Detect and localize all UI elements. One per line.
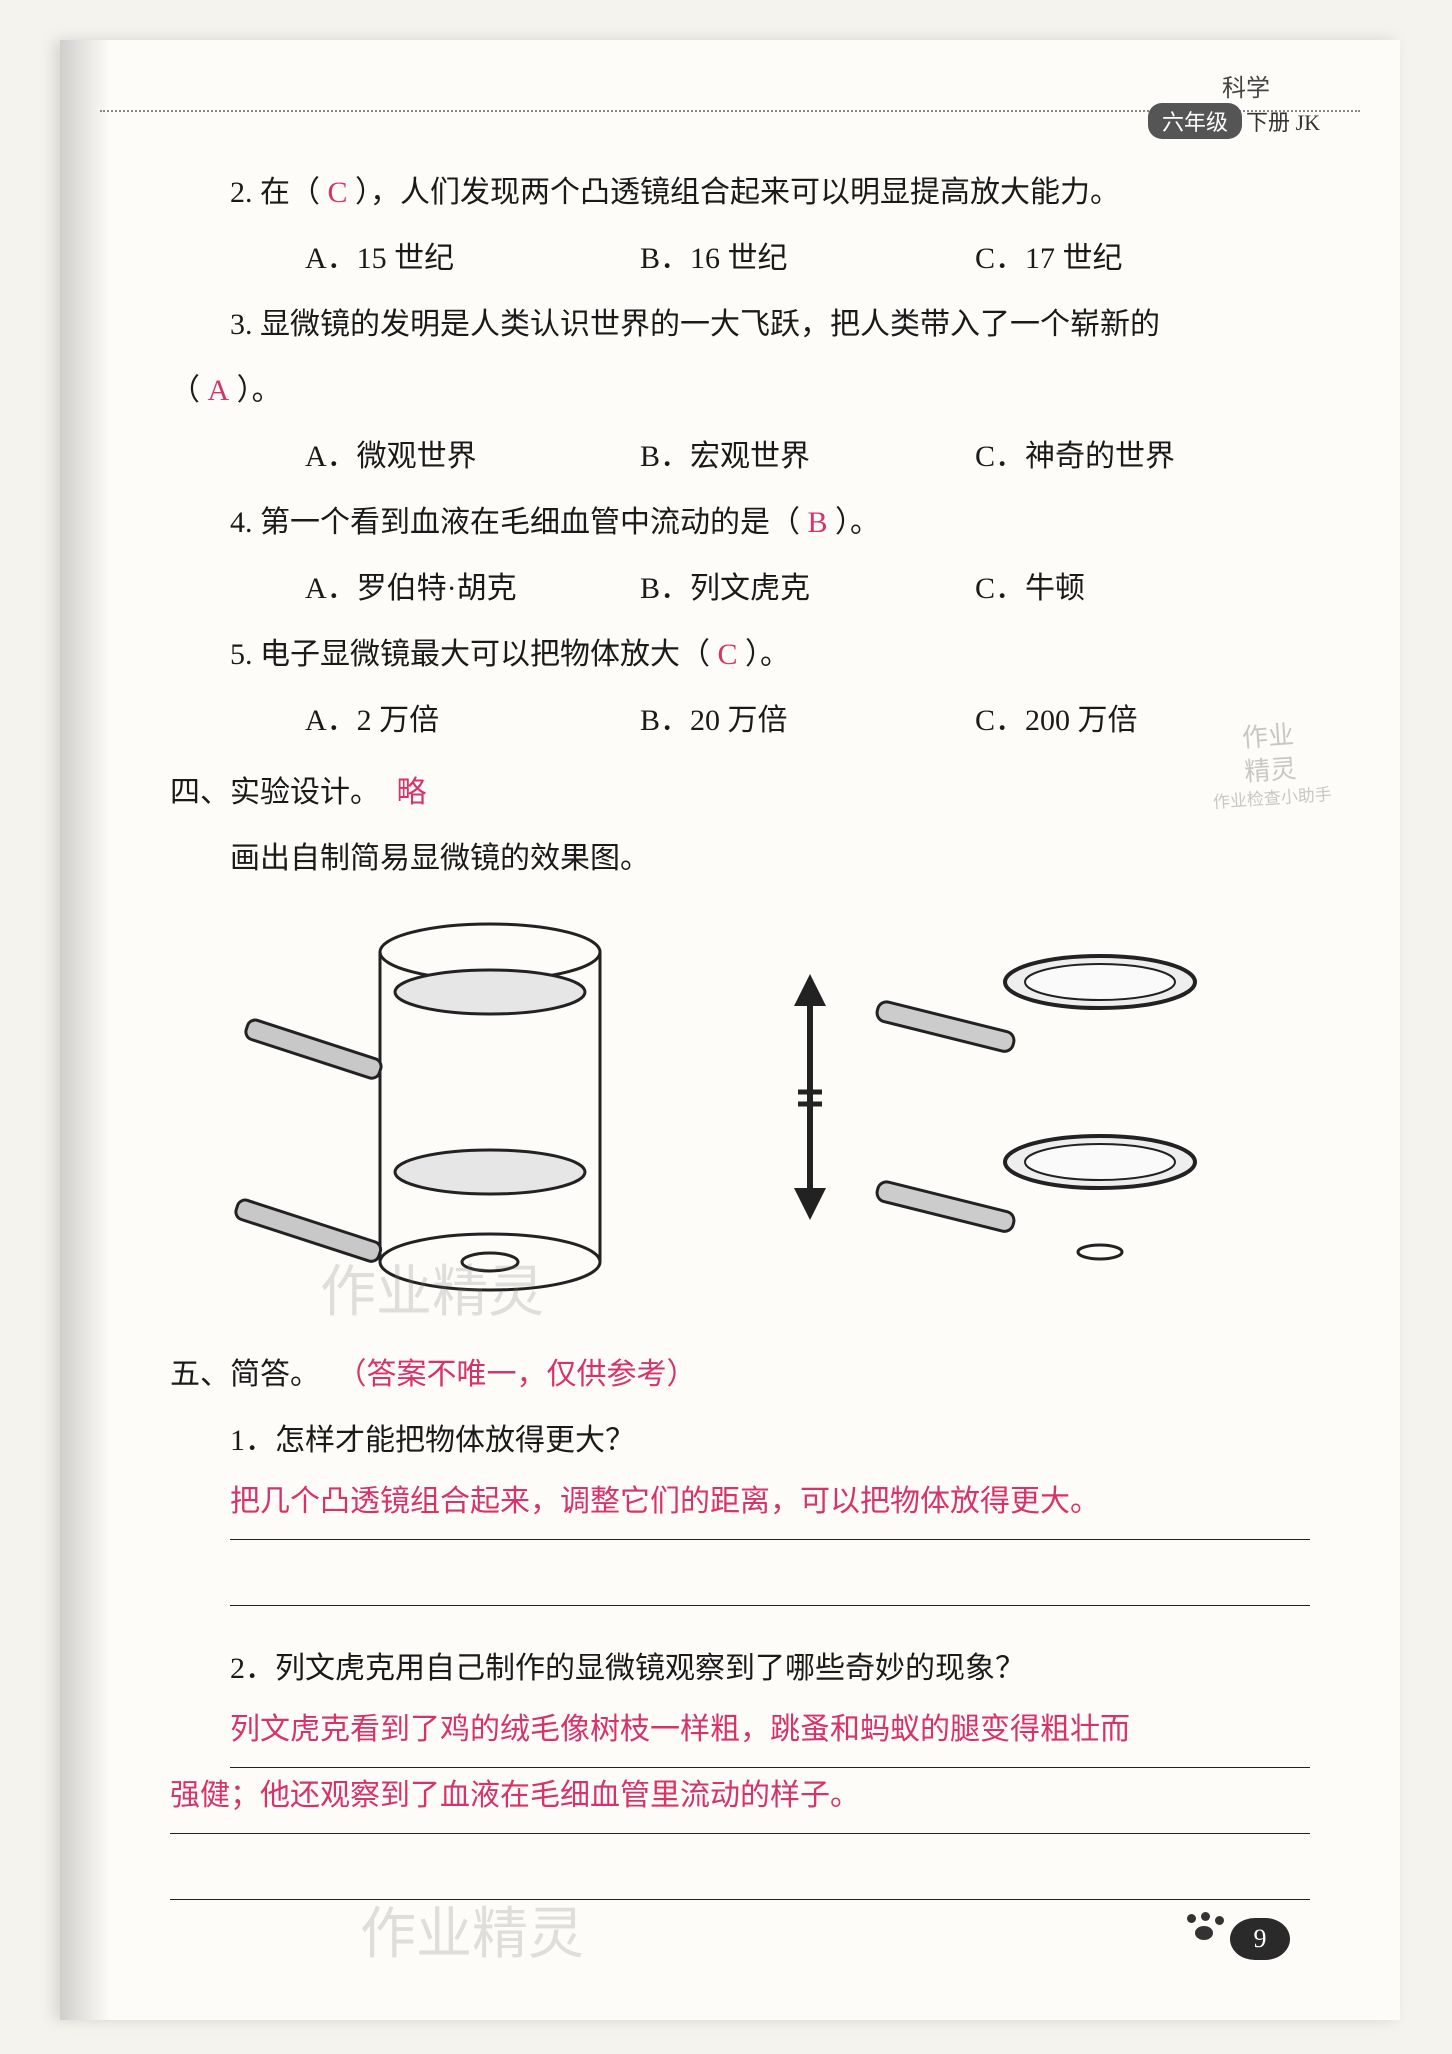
q2-num: 2. <box>230 176 253 209</box>
question-2: 2. 在（ C ），人们发现两个凸透镜组合起来可以明显提高放大能力。 <box>170 160 1310 226</box>
q3-num: 3. <box>230 308 253 341</box>
sec5-label: 五、简答。 <box>170 1358 320 1391</box>
sec5-q1: 1．怎样才能把物体放得更大？ <box>170 1408 1310 1474</box>
header-badge: 科学 六年级 下册 JK <box>1060 68 1320 148</box>
binding-shadow <box>60 40 110 2020</box>
q4-opt-c: C．牛顿 <box>975 556 1310 622</box>
q5-options: A．2 万倍 B．20 万倍 C．200 万倍 <box>170 688 1310 754</box>
q5-opt-b: B．20 万倍 <box>640 688 975 754</box>
q5-num: 5. <box>230 638 253 671</box>
sec5-q2-answer2-prefix: 强健； <box>170 1763 260 1829</box>
q5-answer: C <box>718 638 738 671</box>
paw-icon <box>1187 1914 1215 1942</box>
magnifier-bottom-icon <box>875 1136 1195 1259</box>
q3-stem-pre: 显微镜的发明是人类认识世界的一大飞跃，把人类带入了一个崭新的 <box>260 308 1160 341</box>
q2-opt-a: A．15 世纪 <box>305 226 640 292</box>
sec5-note: （答案不唯一，仅供参考） <box>337 1358 697 1391</box>
sec4-prompt: 画出自制简易显微镜的效果图。 <box>170 826 1310 892</box>
cylinder-microscope-icon <box>234 924 600 1290</box>
question-5: 5. 电子显微镜最大可以把物体放大（ C ）。 <box>170 622 1310 688</box>
q3-opt-b: B．宏观世界 <box>640 424 975 490</box>
question-3: 3. 显微镜的发明是人类认识世界的一大飞跃，把人类带入了一个崭新的 <box>170 292 1310 358</box>
q5-stem-post: ）。 <box>745 638 790 671</box>
microscope-diagram-svg <box>170 902 1270 1322</box>
q4-opt-b: B．列文虎克 <box>640 556 975 622</box>
q2-stem-post: ），人们发现两个凸透镜组合起来可以明显提高放大能力。 <box>355 176 1120 209</box>
vertical-arrow-icon <box>794 974 826 1220</box>
sec4-note: 略 <box>397 776 427 809</box>
sec5-q2-answer-line2: 强健； 他还观察到了血液在毛细血管里流动的样子。 <box>170 1768 1310 1834</box>
q3-options: A．微观世界 B．宏观世界 C．神奇的世界 <box>170 424 1310 490</box>
stamp-watermark: 作业 精灵 作业检查小助手 <box>1197 715 1343 814</box>
question-3-cont: （ A ）。 <box>170 358 1310 424</box>
q5-stem-pre: 电子显微镜最大可以把物体放大（ <box>260 638 710 671</box>
volume-label: 下册 JK <box>1246 110 1320 135</box>
magnifier-top-icon <box>875 956 1195 1053</box>
spacer <box>170 1606 1310 1636</box>
q4-num: 4. <box>230 506 253 539</box>
q4-stem-pre: 第一个看到血液在毛细血管中流动的是（ <box>260 506 800 539</box>
q2-opt-b: B．16 世纪 <box>640 226 975 292</box>
diagram-area: 作业精灵 <box>170 902 1310 1332</box>
sec5-q1-answer: 把几个凸透镜组合起来，调整它们的距离，可以把物体放得更大。 <box>230 1469 1100 1535</box>
q4-stem-post: ）。 <box>835 506 880 539</box>
q2-options: A．15 世纪 B．16 世纪 C．17 世纪 <box>170 226 1310 292</box>
q2-stem-pre: 在（ <box>260 176 320 209</box>
sec5-q2-answer1: 列文虎克看到了鸡的绒毛像树枝一样粗，跳蚤和蚂蚁的腿变得粗壮而 <box>230 1697 1130 1763</box>
sec5-q2-blank-line <box>170 1834 1310 1900</box>
question-4: 4. 第一个看到血液在毛细血管中流动的是（ B ）。 <box>170 490 1310 556</box>
q3-opt-a: A．微观世界 <box>305 424 640 490</box>
q3-opt-c: C．神奇的世界 <box>975 424 1310 490</box>
q3-answer: A <box>208 374 230 407</box>
section-5-title: 五、简答。 （答案不唯一，仅供参考） <box>170 1342 1310 1408</box>
sec5-q1-answer-line: 把几个凸透镜组合起来，调整它们的距离，可以把物体放得更大。 <box>230 1474 1310 1540</box>
sec5-q2-answer-line1: 列文虎克看到了鸡的绒毛像树枝一样粗，跳蚤和蚂蚁的腿变得粗壮而 <box>230 1702 1310 1768</box>
q4-opt-a: A．罗伯特·胡克 <box>305 556 640 622</box>
page: 科学 六年级 下册 JK 2. 在（ C ），人们发现两个凸透镜组合起来可以明显… <box>60 40 1400 2020</box>
q2-opt-c: C．17 世纪 <box>975 226 1310 292</box>
q5-opt-a: A．2 万倍 <box>305 688 640 754</box>
watermark-bottom: 作业精灵 <box>360 1889 584 1970</box>
sec5-q2: 2．列文虎克用自己制作的显微镜观察到了哪些奇妙的现象？ <box>170 1636 1310 1702</box>
q4-options: A．罗伯特·胡克 B．列文虎克 C．牛顿 <box>170 556 1310 622</box>
q3-cont-pre: （ <box>170 374 200 407</box>
grade-label: 六年级 <box>1148 103 1242 139</box>
q4-answer: B <box>808 506 828 539</box>
subject-label: 科学 <box>1060 68 1270 103</box>
q3-cont-post: ）。 <box>237 374 282 407</box>
section-4-title: 四、实验设计。 略 <box>170 760 1310 826</box>
sec4-label: 四、实验设计。 <box>170 776 380 809</box>
sec5-q1-blank-line <box>230 1540 1310 1606</box>
content-area: 2. 在（ C ），人们发现两个凸透镜组合起来可以明显提高放大能力。 A．15 … <box>170 160 1310 1900</box>
page-number: 9 <box>1230 1918 1290 1960</box>
sec5-q2-answer2: 他还观察到了血液在毛细血管里流动的样子。 <box>260 1763 860 1829</box>
q2-answer: C <box>328 176 348 209</box>
